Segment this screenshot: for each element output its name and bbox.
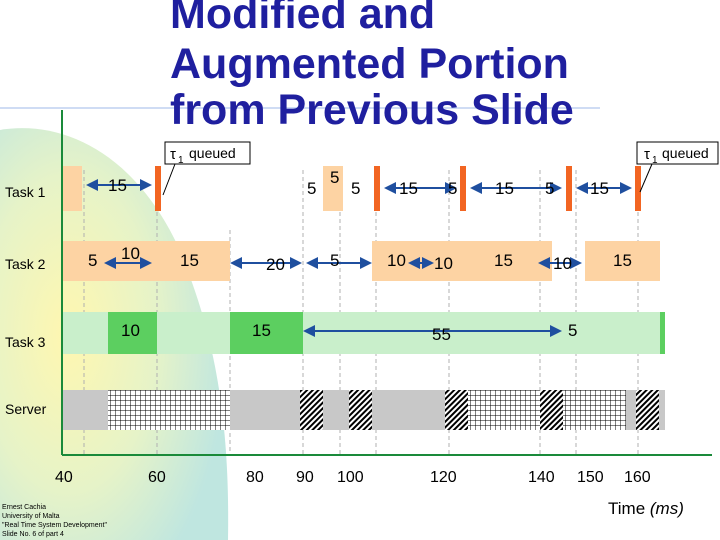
task2-segment-label: 10	[121, 244, 140, 263]
task2-block	[157, 241, 230, 281]
task1-row: Task 1 5 15 5 5 5 15 5 15 5 15	[5, 166, 641, 211]
server-label: Server	[5, 401, 47, 417]
slide-title: Modified and Augmented Portion from Prev…	[170, 0, 574, 134]
server-slot	[563, 390, 626, 430]
x-tick-label: 100	[337, 469, 364, 486]
x-tick-label: 80	[246, 469, 264, 486]
task1-block	[323, 166, 343, 211]
task3-block	[157, 312, 230, 354]
task3-block	[108, 312, 157, 354]
task2-segment-label: 10	[387, 251, 406, 270]
slide-footer: Ernest Cachia University of Malta "Real …	[2, 504, 107, 538]
x-axis-title: Time (ms)	[608, 499, 684, 518]
task2-segment-label: 20	[266, 255, 285, 274]
task2-segment-label: 15	[613, 251, 632, 270]
footer-line: University of Malta	[2, 513, 60, 520]
task1-segment-label: 15	[590, 179, 609, 198]
task2-segment-label: 15	[180, 251, 199, 270]
task1-label: Task 1	[5, 184, 46, 200]
task1-block	[374, 166, 380, 211]
task3-block	[660, 312, 665, 354]
task1-block	[155, 166, 161, 211]
task3-block	[563, 312, 660, 354]
queued-tau-symbol: τ	[170, 146, 176, 163]
x-tick-label: 90	[296, 469, 314, 486]
task3-segment-label: 10	[121, 321, 140, 340]
server-slot	[349, 390, 372, 430]
x-tick-label: 120	[430, 469, 457, 486]
server-slot	[468, 390, 540, 430]
server-slot	[108, 390, 157, 430]
task1-block	[62, 166, 82, 211]
server-slot	[540, 390, 563, 430]
task2-segment-label: 15	[494, 251, 513, 270]
task1-block	[460, 166, 466, 211]
task3-segment-label: 5	[568, 321, 577, 340]
footer-line: Ernest Cachia	[2, 504, 46, 511]
x-tick-label: 40	[55, 469, 73, 486]
task2-block	[585, 241, 660, 281]
task2-segment-label: 10	[434, 254, 453, 273]
title-line-3: from Previous Slide	[170, 86, 574, 134]
task1-segment-label: 5	[448, 179, 457, 198]
task1-segment-label: 15	[399, 179, 418, 198]
footer-line: "Real Time System Development"	[2, 522, 107, 529]
task3-label: Task 3	[5, 334, 46, 350]
server-slot	[300, 390, 323, 430]
queued-callout-right: τ 1 queued	[636, 141, 719, 193]
server-slot	[445, 390, 468, 430]
task2-block	[62, 241, 157, 281]
x-tick-label: 160	[624, 469, 651, 486]
server-slot	[157, 390, 230, 430]
task1-block	[566, 166, 572, 211]
task2-block	[452, 241, 552, 281]
task1-segment-label: 5	[545, 179, 554, 198]
queued-tau-subscript: 1	[178, 155, 184, 166]
task1-segment-label: 5	[330, 168, 339, 187]
task1-segment-label: 15	[495, 179, 514, 198]
task3-segment-label: 55	[432, 325, 451, 344]
queued-callout-left: τ 1 queued	[162, 141, 251, 196]
title-line-1: Modified and	[170, 0, 435, 38]
x-tick-label: 140	[528, 469, 555, 486]
task2-label: Task 2	[5, 256, 46, 272]
server-row: Server	[5, 390, 665, 430]
axes: 40 60 80 90 100 120 140 150 160 Time (ms…	[55, 110, 712, 518]
task2-row: Task 2 5 10 15 20 5 10 10 15 10 15	[5, 241, 660, 281]
queued-label: queued	[662, 145, 709, 161]
queued-tau-subscript: 1	[652, 155, 658, 166]
task3-row: Task 3 10 15 55 5	[5, 312, 665, 354]
x-tick-label: 60	[148, 469, 166, 486]
server-slot	[636, 390, 659, 430]
task2-segment-label: 5	[88, 251, 97, 270]
task1-block	[635, 166, 641, 211]
task2-segment-label: 5	[330, 251, 339, 270]
x-tick-label: 150	[577, 469, 604, 486]
task3-block	[230, 312, 303, 354]
queued-label: queued	[189, 145, 236, 161]
task1-segment-label: 15	[108, 176, 127, 195]
task1-segment-label: 5	[307, 179, 316, 198]
title-line-2: Augmented Portion	[170, 40, 569, 88]
task2-segment-label: 10	[553, 254, 572, 273]
footer-line: Slide No. 6 of part 4	[2, 531, 64, 538]
queued-tau-symbol: τ	[644, 146, 650, 163]
task3-segment-label: 15	[252, 321, 271, 340]
task1-segment-label: 5	[351, 179, 360, 198]
